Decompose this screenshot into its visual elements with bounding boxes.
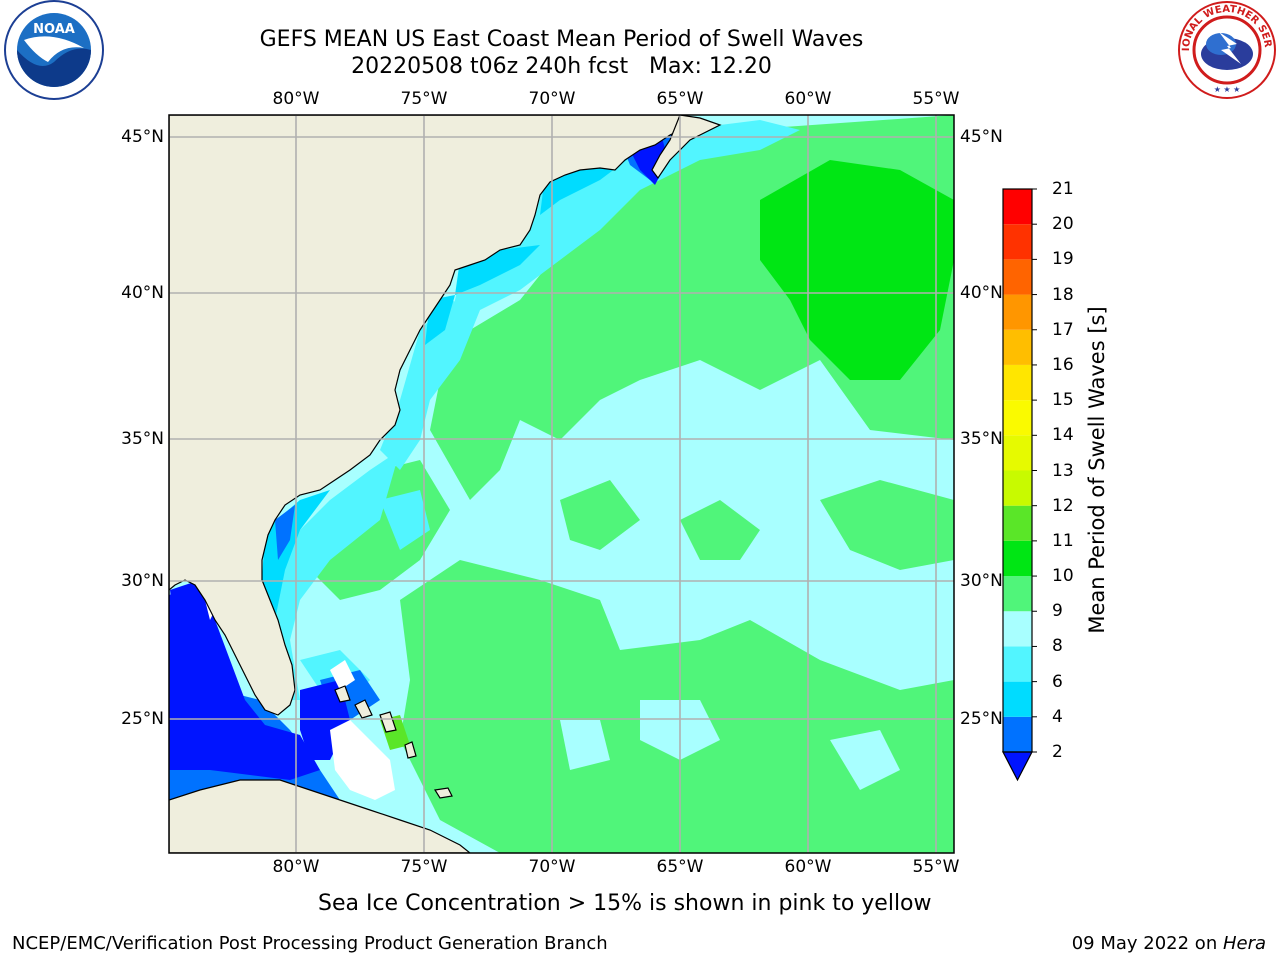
map-subtitle-date: 20220508 t06z 240h fcst Max: 12.20 [351, 54, 772, 79]
colorbar-band [1003, 400, 1032, 436]
noaa-logo-text: NOAA [33, 22, 75, 37]
noaa-logo-icon: NOAA [4, 0, 104, 100]
colorbar-tick-label: 14 [1052, 425, 1074, 446]
lon-label-bottom: 70°W [528, 857, 576, 877]
lat-label-left: 30°N [121, 571, 164, 591]
colorbar-band [1003, 294, 1032, 330]
colorbar-band [1003, 329, 1032, 365]
colorbar-tick-label: 8 [1052, 636, 1063, 657]
lat-label-left: 45°N [121, 127, 164, 147]
lon-label-top: 55°W [912, 89, 960, 109]
colorbar-tick-label: 16 [1052, 354, 1074, 375]
colorbar-band [1003, 505, 1032, 541]
colorbar-tick-label: 21 [1052, 179, 1074, 199]
colorbar-band [1003, 540, 1032, 577]
colorbar-tick-label: 20 [1052, 214, 1074, 235]
nws-logo-icon: NATIONAL WEATHER SERVICE ★ ★ ★ [1175, 0, 1276, 99]
map-frame [168, 114, 955, 854]
map-title: GEFS MEAN US East Coast Mean Period of S… [259, 27, 864, 52]
colorbar-tick-label: 18 [1052, 284, 1074, 305]
colorbar-tick-label: 6 [1052, 671, 1063, 692]
lat-label-right: 35°N [960, 429, 1003, 449]
footer-date: 09 May 2022 on Hera [1071, 933, 1266, 954]
colorbar-band [1003, 435, 1032, 471]
colorbar-band [1003, 224, 1032, 260]
colorbar-band [1003, 189, 1032, 225]
colorbar-band [1003, 611, 1032, 647]
lon-label-top: 60°W [784, 89, 832, 109]
colorbar-tick-label: 4 [1052, 706, 1063, 727]
colorbar-tick-label: 19 [1052, 249, 1074, 270]
colorbar-tick-label: 17 [1052, 319, 1074, 340]
footer-credit: NCEP/EMC/Verification Post Processing Pr… [12, 933, 608, 954]
lon-label-top: 80°W [272, 89, 320, 109]
colorbar-band [1003, 681, 1032, 717]
lon-label-top: 75°W [400, 89, 448, 109]
lat-label-left: 25°N [121, 709, 164, 729]
land-areas [169, 115, 722, 853]
lat-label-right: 25°N [960, 709, 1003, 729]
colorbar-band [1003, 470, 1032, 506]
colorbar-band [1003, 259, 1032, 295]
colorbar-label: Mean Period of Swell Waves [s] [1085, 306, 1109, 634]
graticule [169, 115, 954, 853]
lon-label-bottom: 55°W [912, 857, 960, 877]
lat-label-right: 45°N [960, 127, 1003, 147]
colorbar-band [1003, 576, 1032, 612]
lon-label-bottom: 75°W [400, 857, 448, 877]
colorbar-tick-label: 11 [1052, 530, 1074, 551]
svg-text:★ ★ ★: ★ ★ ★ [1214, 85, 1241, 94]
lon-label-bottom: 80°W [272, 857, 320, 877]
colorbar-tick-label: 13 [1052, 460, 1074, 481]
colorbar-tick-label: 9 [1052, 601, 1063, 622]
lon-label-top: 70°W [528, 89, 576, 109]
lat-label-left: 35°N [121, 429, 164, 449]
colorbar-tick-label: 10 [1052, 566, 1074, 587]
footer-machine: Hera [1222, 933, 1266, 954]
lon-label-bottom: 65°W [656, 857, 704, 877]
colorbar-under-arrow [1002, 751, 1033, 782]
lat-label-left: 40°N [121, 283, 164, 303]
lon-label-top: 65°W [656, 89, 704, 109]
colorbar-tick-label: 2 [1052, 742, 1063, 762]
lat-label-right: 40°N [960, 283, 1003, 303]
colorbar [1002, 188, 1037, 782]
colorbar-band [1003, 646, 1032, 682]
lat-label-right: 30°N [960, 571, 1003, 591]
colorbar-band [1003, 716, 1032, 752]
lon-label-bottom: 60°W [784, 857, 832, 877]
colorbar-band [1003, 364, 1032, 401]
colorbar-tick-label: 12 [1052, 495, 1074, 516]
colorbar-tick-label: 15 [1052, 390, 1074, 411]
